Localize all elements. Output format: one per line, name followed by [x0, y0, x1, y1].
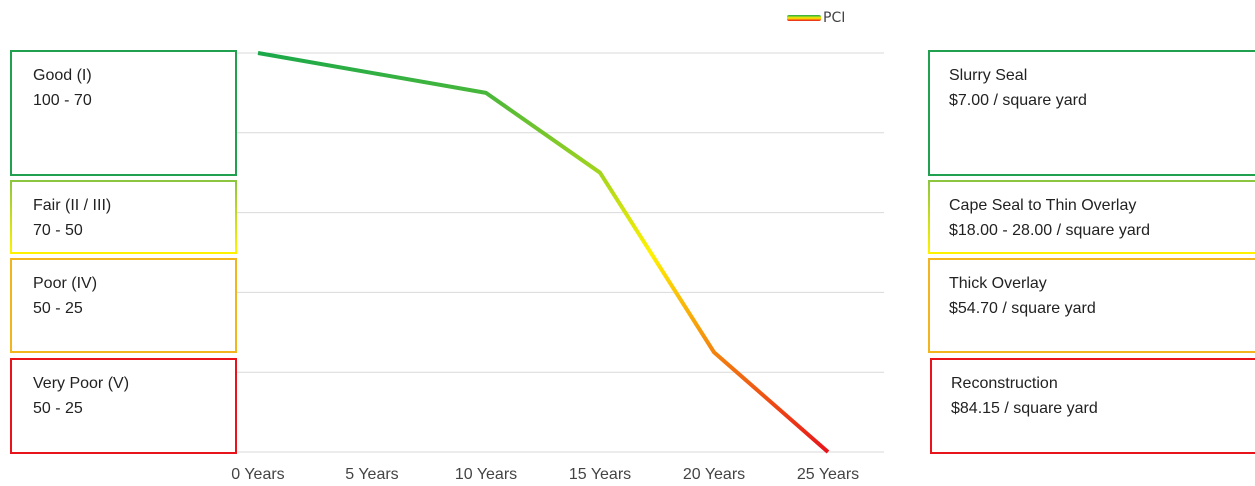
level-range: 50 - 25	[33, 400, 83, 417]
x-tick-label: 20 Years	[683, 466, 745, 483]
treatment-box	[930, 358, 1255, 454]
level-range: 50 - 25	[33, 300, 83, 317]
x-tick-label: 10 Years	[455, 466, 517, 483]
level-box	[10, 258, 237, 353]
x-tick-label: 25 Years	[797, 466, 859, 483]
treatment-label: Reconstruction	[951, 375, 1058, 392]
treatment-cost: $7.00 / square yard	[949, 92, 1087, 109]
treatment-cost: $18.00 - 28.00 / square yard	[949, 222, 1150, 239]
treatment-box	[928, 50, 1255, 176]
treatment-label: Cape Seal to Thin Overlay	[949, 197, 1136, 214]
level-range: 100 - 70	[33, 92, 92, 109]
level-label: Good (I)	[33, 67, 92, 84]
legend-label: PCI	[823, 10, 845, 26]
treatment-box	[928, 180, 1255, 254]
level-box	[10, 50, 237, 176]
level-range: 70 - 50	[33, 222, 83, 239]
level-label: Poor (IV)	[33, 275, 97, 292]
x-tick-label: 0 Years	[231, 466, 284, 483]
level-box	[10, 180, 237, 254]
x-tick-label: 5 Years	[345, 466, 398, 483]
treatment-cost: $54.70 / square yard	[949, 300, 1096, 317]
level-label: Very Poor (V)	[33, 375, 129, 392]
treatment-label: Thick Overlay	[949, 275, 1047, 292]
treatment-cost: $84.15 / square yard	[951, 400, 1098, 417]
treatment-box	[928, 258, 1255, 353]
treatment-label: Slurry Seal	[949, 67, 1027, 84]
level-box	[10, 358, 237, 454]
level-label: Fair (II / III)	[33, 197, 111, 214]
x-tick-label: 15 Years	[569, 466, 631, 483]
pci-line	[257, 51, 830, 454]
legend-swatch	[787, 15, 821, 21]
